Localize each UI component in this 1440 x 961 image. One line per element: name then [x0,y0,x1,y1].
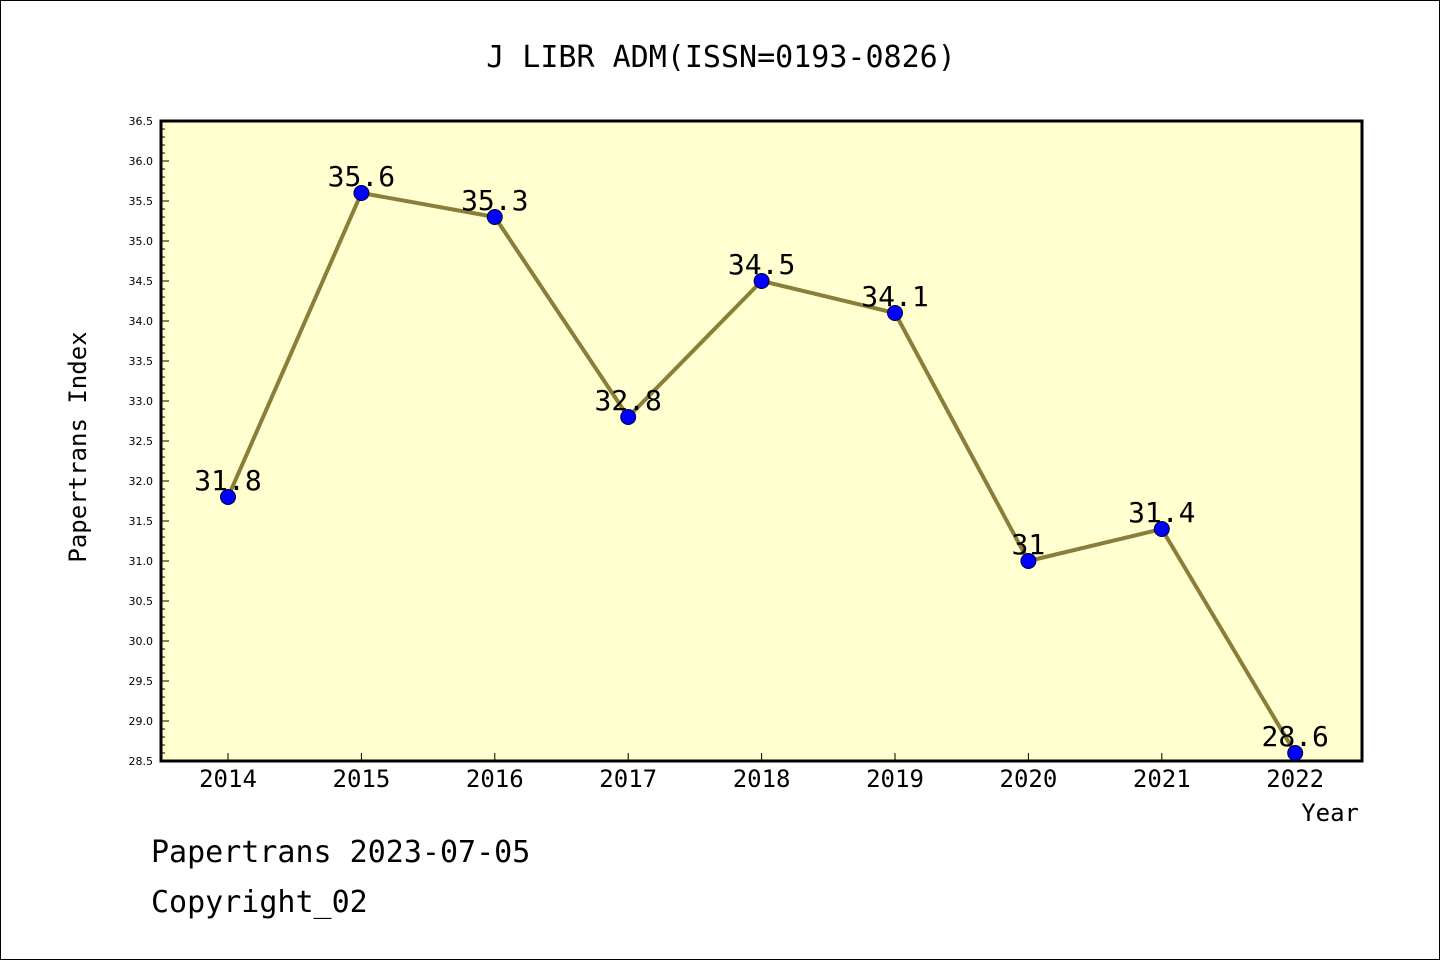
x-axis: 2014 2015 2016 2017 2018 2019 2020 2021 2022 [199,753,1324,793]
y-tick-label: 36.5 [129,115,154,128]
x-tick-label: 2022 [1266,765,1324,793]
series-layer: 31.8 35.6 35.3 32.8 34.5 34.1 31 31.4 28.6 [194,160,1329,761]
data-label: 35.3 [461,184,528,217]
x-tick-label: 2017 [599,765,657,793]
data-point [1153,521,1170,537]
data-label: 31.4 [1128,496,1195,529]
x-tick-label: 2016 [466,765,524,793]
plot-area [161,121,1362,761]
y-tick-label: 36.0 [129,155,154,168]
x-axis-label: Year [1301,799,1359,827]
data-point [753,273,770,289]
y-tick-label: 34.5 [129,275,154,288]
y-tick-label: 30.5 [129,595,154,608]
y-tick-label: 33.0 [129,395,154,408]
y-tick-label: 33.5 [129,355,154,368]
y-tick-label: 28.5 [129,755,154,768]
y-tick-label: 29.5 [129,675,154,688]
data-label: 28.6 [1261,720,1328,753]
data-point [1020,553,1037,569]
y-axis-label: Papertrans Index [64,331,92,562]
x-tick-label: 2021 [1133,765,1191,793]
y-tick-label: 31.0 [129,555,154,568]
x-tick-label: 2020 [1000,765,1058,793]
y-tick-label: 34.0 [129,315,154,328]
x-tick-label: 2019 [866,765,924,793]
footer-copyright: Copyright_02 [151,885,368,920]
x-tick-label: 2014 [199,765,257,793]
data-label: 32.8 [594,384,661,417]
data-point [486,209,503,225]
y-tick-label: 35.5 [129,195,154,208]
x-tick-label: 2015 [333,765,391,793]
chart-title: J LIBR ADM(ISSN=0193-0826) [486,40,956,75]
y-tick-label: 32.0 [129,475,154,488]
plot-border [159,119,1364,763]
data-point [220,489,236,505]
data-label: 34.5 [728,248,795,281]
data-label: 31.8 [194,464,261,497]
data-point [887,305,903,321]
y-tick-label: 29.0 [129,715,154,728]
y-tick-label: 32.5 [129,435,154,448]
footer-date: Papertrans 2023-07-05 [151,835,531,870]
data-label: 34.1 [861,280,928,313]
data-point [620,409,637,425]
y-tick-label: 31.5 [129,515,154,528]
y-tick-label: 35.0 [129,235,154,248]
data-label: 35.6 [328,160,395,193]
data-label: 31 [1012,528,1046,561]
y-tick-label: 30.0 [129,635,154,648]
x-tick-label: 2018 [733,765,791,793]
data-point [353,185,370,201]
